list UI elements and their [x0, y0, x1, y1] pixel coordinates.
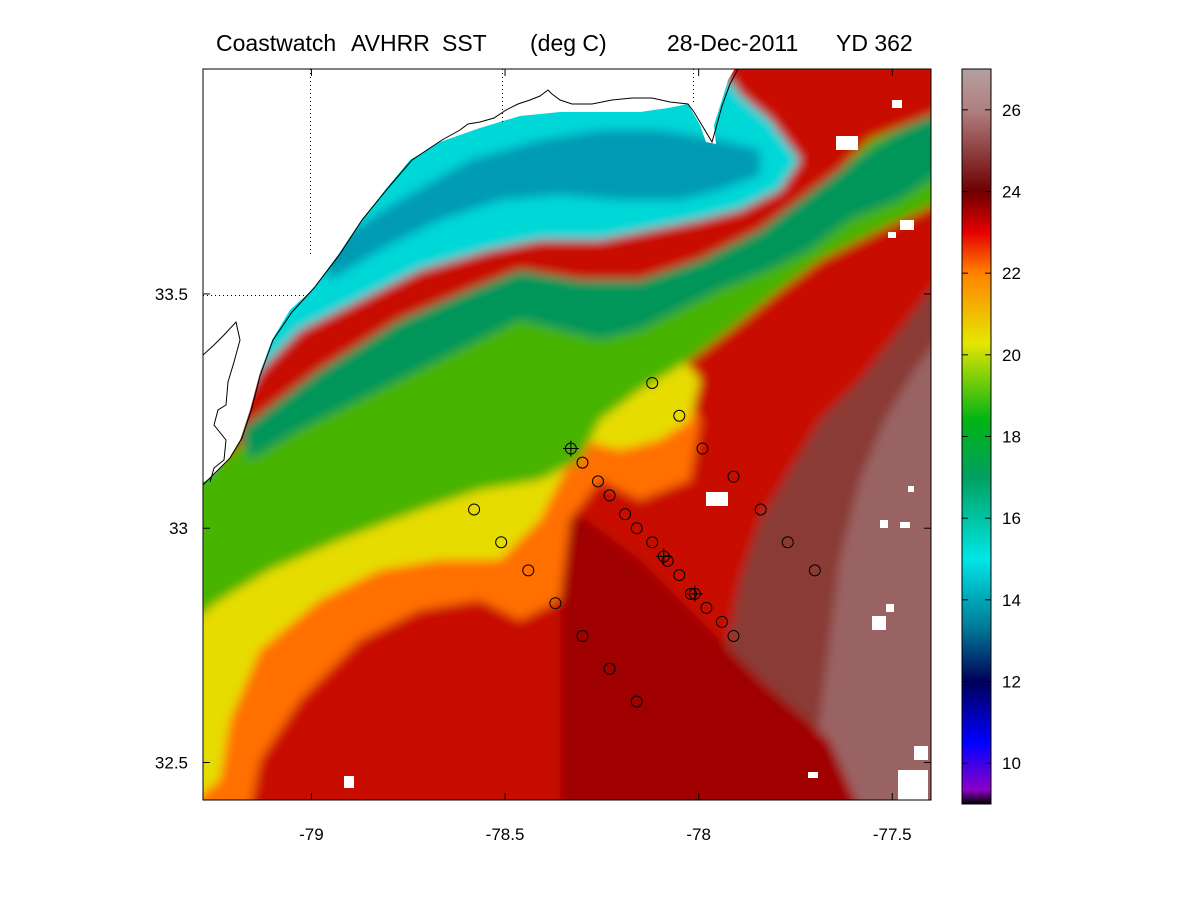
station-circle: [522, 564, 535, 577]
station-markers: [468, 376, 821, 708]
figure-title: Coastwatch AVHRR SST (deg C) 28-Dec-2011…: [216, 30, 913, 56]
station-marker-cross: [562, 440, 579, 457]
station-circle: [646, 536, 659, 549]
x-tick-label: -78.5: [486, 825, 525, 844]
station-marker: [576, 456, 589, 469]
y-tick-label: 32.5: [155, 754, 188, 773]
station-circle: [591, 475, 604, 488]
title-units: (deg C): [530, 30, 607, 56]
x-tick-label: -77.5: [873, 825, 912, 844]
station-circle: [576, 456, 589, 469]
station-circle: [646, 376, 659, 389]
title-variable: SST: [442, 30, 487, 56]
y-tick-label: 33: [169, 519, 188, 538]
map-panel: -79 -78.5 -78 -77.5 33.5 33 32.5: [155, 68, 932, 844]
colorbar-tick-label: 12: [1002, 673, 1021, 692]
station-marker: [727, 470, 740, 483]
station-circle: [630, 522, 643, 535]
station-circle: [619, 508, 632, 521]
station-marker: [603, 662, 616, 675]
station-marker: [591, 475, 604, 488]
station-marker: [630, 695, 643, 708]
station-circle: [727, 629, 740, 642]
station-circle: [754, 503, 767, 516]
y-axis: 33.5 33 32.5: [155, 285, 931, 773]
colorbar-tick-label: 18: [1002, 428, 1021, 447]
station-circle: [468, 503, 481, 516]
station-circle: [727, 470, 740, 483]
station-marker: [754, 503, 767, 516]
station-circle: [661, 555, 674, 568]
colorbar-tick-label: 26: [1002, 101, 1021, 120]
station-circle: [549, 597, 562, 610]
station-marker: [495, 536, 508, 549]
colorbar-tick-label: 22: [1002, 264, 1021, 283]
station-marker: [727, 629, 740, 642]
station-marker: [700, 601, 713, 614]
station-circle: [715, 615, 728, 628]
colorbar-ticks: 10 12 14 16 18 20 22 24 26: [962, 101, 1021, 773]
station-circle: [700, 601, 713, 614]
colorbar-tick-label: 10: [1002, 754, 1021, 773]
title-product: Coastwatch: [216, 30, 336, 56]
station-marker: [576, 629, 589, 642]
sst-dark-red-core: [560, 500, 856, 800]
station-marker: [630, 522, 643, 535]
station-circle: [673, 409, 686, 422]
station-marker-cross: [655, 548, 672, 565]
station-circle: [603, 662, 616, 675]
sound-shoreline: [203, 320, 241, 483]
station-circle: [495, 536, 508, 549]
title-sensor: AVHRR: [351, 30, 430, 56]
sst-dark-green-band: [240, 116, 931, 460]
colorbar: 10 12 14 16 18 20 22 24 26: [961, 68, 1021, 805]
title-date: 28-Dec-2011: [667, 30, 798, 56]
station-circle: [673, 569, 686, 582]
station-marker: [646, 376, 659, 389]
colorbar-tick-label: 14: [1002, 591, 1021, 610]
station-marker: [781, 536, 794, 549]
station-marker: [522, 564, 535, 577]
station-marker: [646, 536, 659, 549]
colorbar-tick-label: 24: [1002, 183, 1021, 202]
sst-offshore-mauve: [802, 348, 931, 800]
station-circle: [808, 564, 821, 577]
map-frame: [202, 68, 932, 801]
sst-green-belt: [203, 115, 931, 614]
station-marker: [696, 442, 709, 455]
station-marker: [673, 569, 686, 582]
station-marker: [661, 555, 674, 568]
colorbar-tick-label: 16: [1002, 509, 1021, 528]
station-marker: [619, 508, 632, 521]
station-marker: [673, 409, 686, 422]
x-axis: -79 -78.5 -78 -77.5: [299, 69, 912, 844]
y-tick-label: 33.5: [155, 285, 188, 304]
station-marker: [549, 597, 562, 610]
station-circle: [696, 442, 709, 455]
coastline: [203, 69, 739, 486]
colorbar-tick-label: 20: [1002, 346, 1021, 365]
graticule: [203, 69, 694, 296]
station-marker: [808, 564, 821, 577]
x-tick-label: -78: [686, 825, 711, 844]
x-tick-label: -79: [299, 825, 324, 844]
station-marker-cross: [686, 585, 703, 602]
title-yearday: YD 362: [836, 30, 913, 56]
station-marker: [715, 615, 728, 628]
station-circle: [781, 536, 794, 549]
cloud-mask: [344, 100, 928, 800]
station-marker: [468, 503, 481, 516]
station-circle: [603, 489, 616, 502]
station-marker: [603, 489, 616, 502]
station-circle: [576, 629, 589, 642]
sst-field: [203, 69, 931, 800]
station-circle: [630, 695, 643, 708]
land-mass: [203, 69, 735, 483]
sst-teal-shelf: [320, 130, 760, 280]
